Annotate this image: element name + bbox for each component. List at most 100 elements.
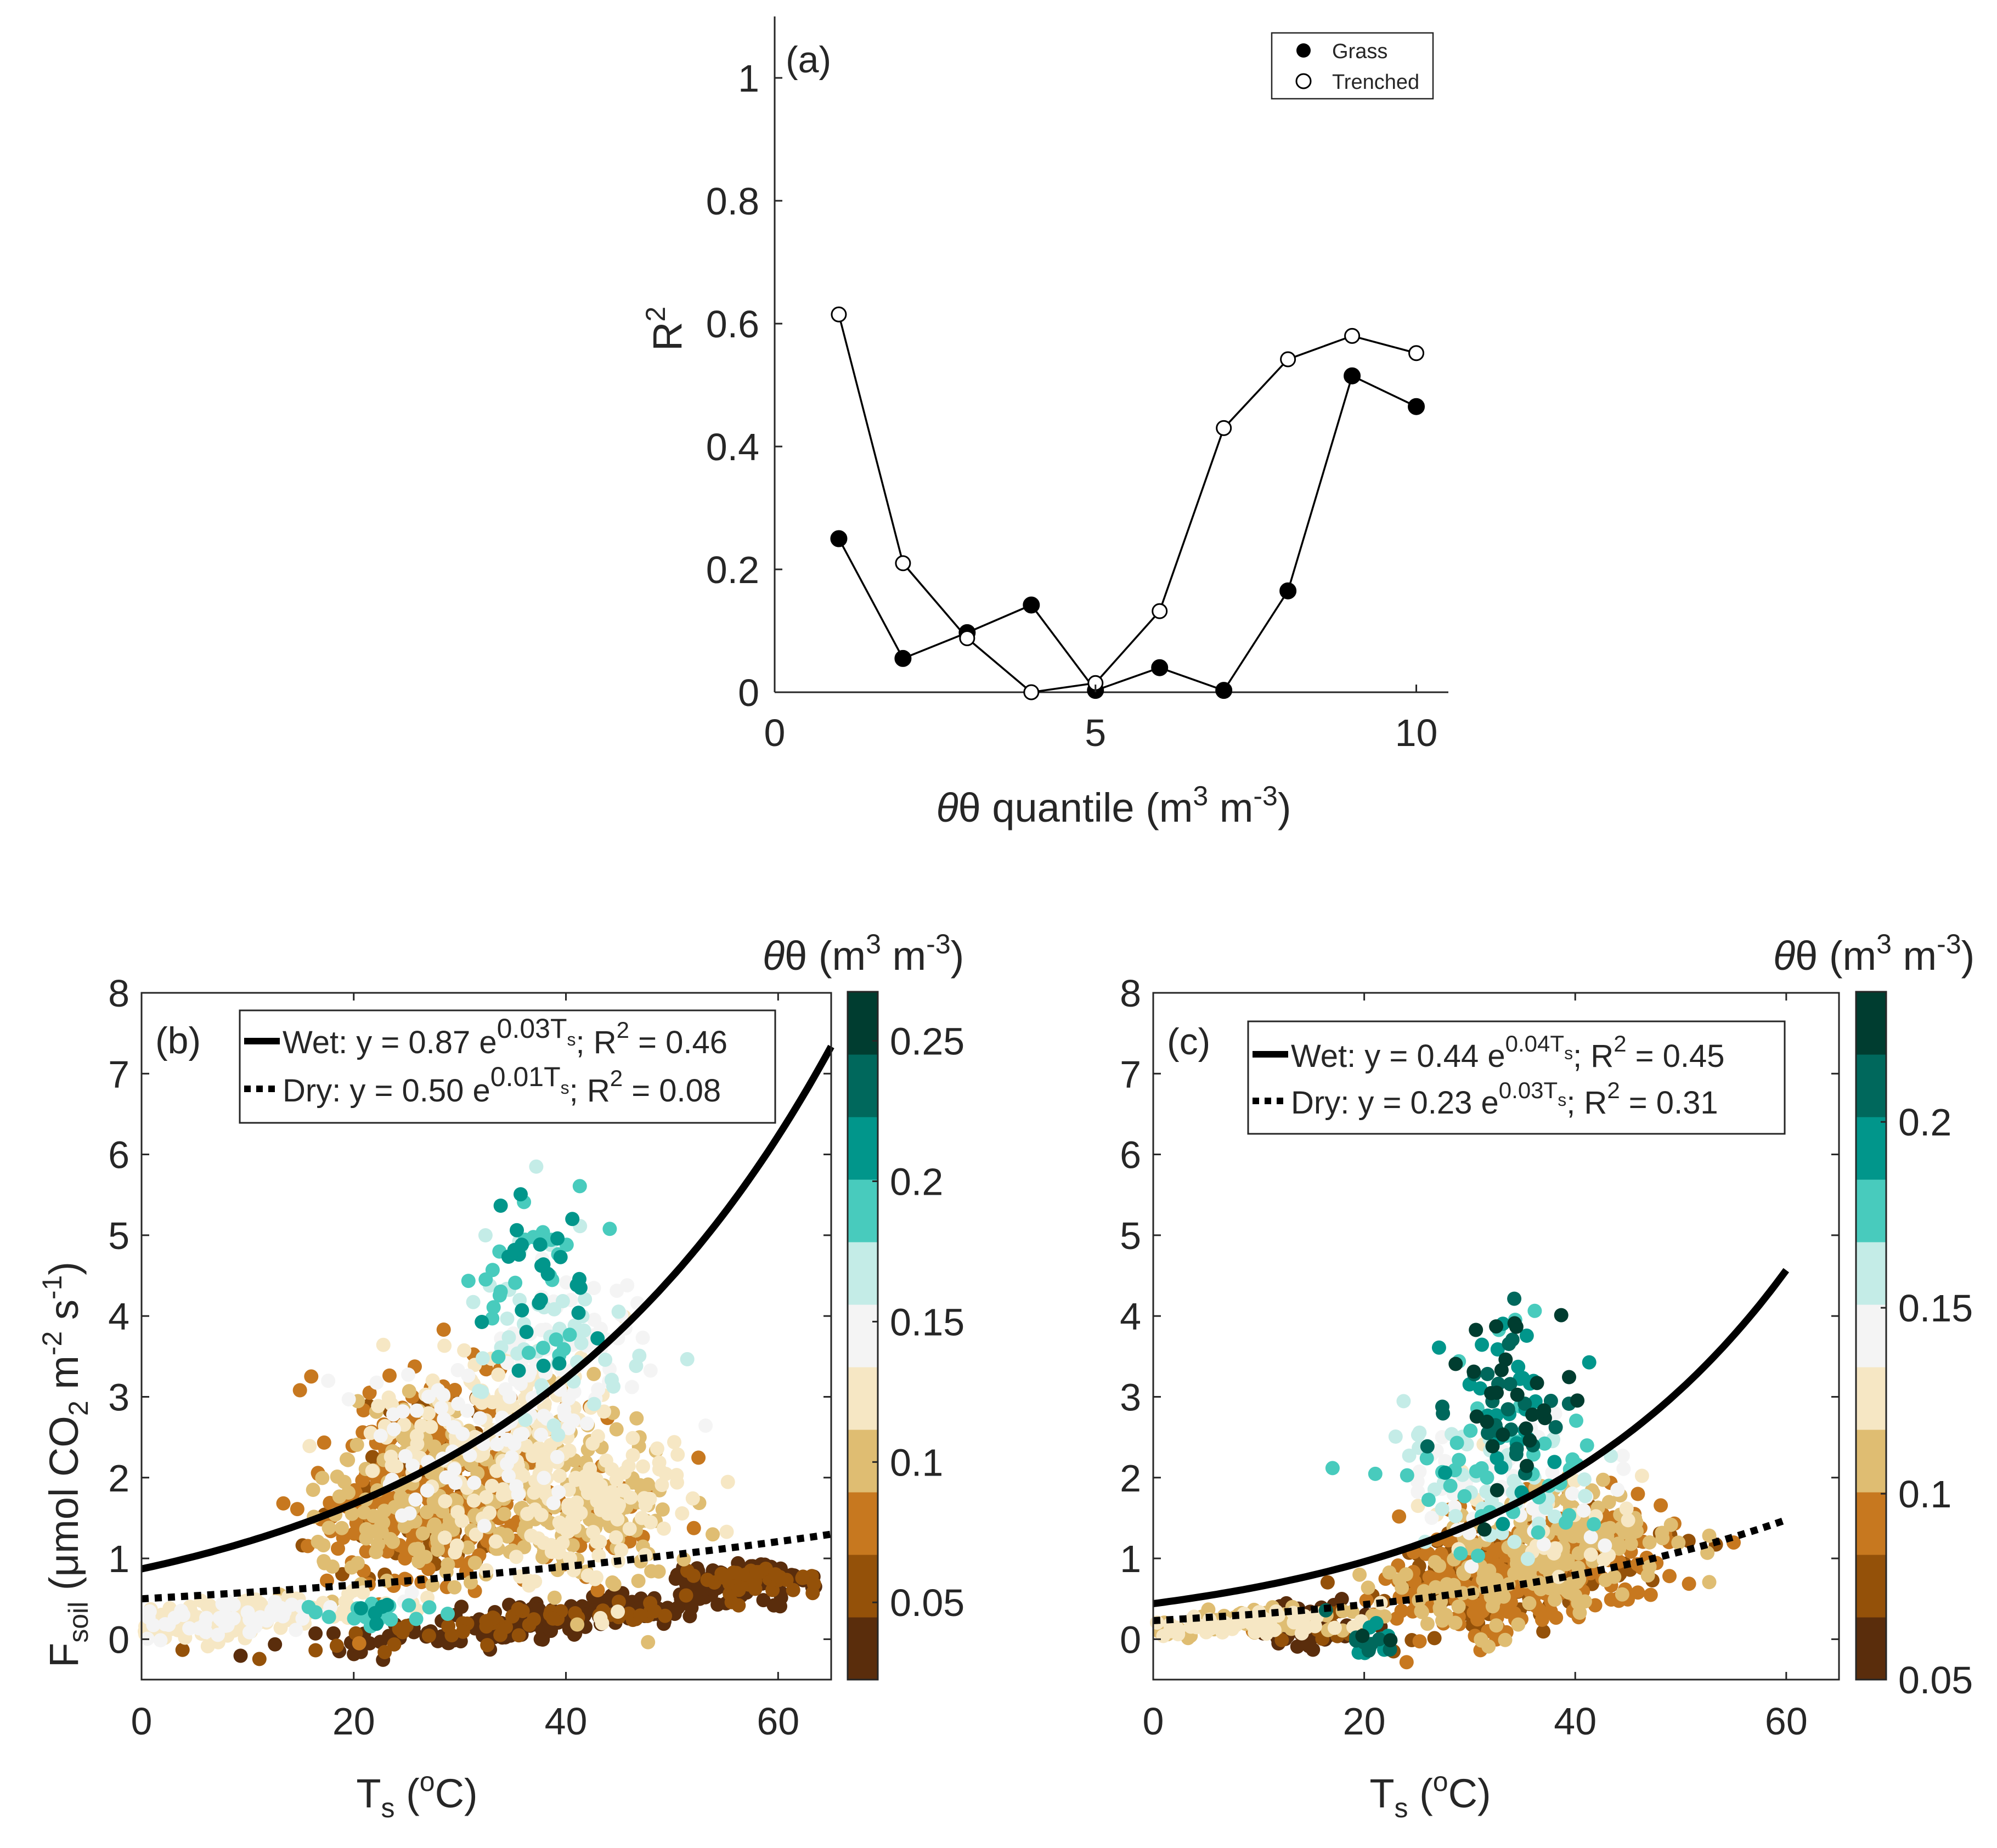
scatter-point	[418, 1550, 433, 1564]
panel-a-xtick-label: 5	[1085, 711, 1106, 754]
scatter-point	[544, 1624, 559, 1638]
scatter-point	[786, 1583, 800, 1597]
scatter-point	[306, 1483, 320, 1497]
panel-c-colorbar-title: θθ (m3 m-3)	[1773, 929, 1975, 979]
scatter-point	[533, 1237, 548, 1252]
panel-c: 0 1 2 3 4 5 6 7 8 0 20 40 60 (c) Ts (oC) Wet: y = 0.…	[1120, 929, 1975, 1823]
scatter-point	[396, 1404, 410, 1419]
scatter-point	[1554, 1308, 1569, 1323]
colorbar-segment	[848, 1054, 878, 1117]
panel-b-ytick-label: 0	[108, 1618, 129, 1661]
scatter-point	[479, 1490, 494, 1505]
scatter-point	[472, 1411, 487, 1426]
scatter-point	[1412, 1425, 1427, 1440]
legend-label-trenched: Trenched	[1332, 71, 1419, 94]
scatter-point	[574, 1336, 589, 1350]
colorbar-segment	[848, 1304, 878, 1367]
scatter-point	[1662, 1569, 1677, 1584]
scatter-point	[643, 1596, 658, 1610]
scatter-point	[629, 1411, 644, 1426]
scatter-point	[806, 1576, 821, 1591]
scatter-point	[583, 1461, 597, 1476]
scatter-point	[1519, 1421, 1533, 1436]
scatter-point	[383, 1531, 398, 1546]
scatter-point	[437, 1530, 452, 1545]
scatter-point	[441, 1619, 456, 1634]
scatter-point	[1507, 1566, 1522, 1581]
scatter-point	[1466, 1364, 1481, 1379]
scatter-point	[1700, 1545, 1715, 1560]
scatter-point	[421, 1389, 436, 1404]
scatter-point	[546, 1611, 561, 1626]
scatter-point	[493, 1199, 508, 1213]
scatter-point	[531, 1531, 546, 1546]
colorbar-tick-label: 0.15	[890, 1301, 964, 1343]
scatter-point	[535, 1341, 550, 1355]
colorbar-frame	[1855, 991, 1887, 1681]
scatter-point	[527, 1612, 541, 1627]
scatter-point	[365, 1463, 380, 1478]
scatter-point	[253, 1610, 268, 1625]
scatter-point	[1537, 1436, 1552, 1451]
panel-a-legend-box	[1271, 32, 1434, 100]
scatter-point	[1475, 1337, 1490, 1352]
scatter-point	[635, 1330, 650, 1345]
scatter-point	[1560, 1584, 1575, 1598]
scatter-point	[534, 1378, 549, 1393]
point-grass	[894, 649, 912, 667]
scatter-point	[467, 1556, 482, 1570]
scatter-point	[669, 1468, 684, 1483]
scatter-point	[335, 1521, 349, 1535]
scatter-point	[1490, 1386, 1504, 1400]
scatter-point	[1352, 1567, 1367, 1582]
scatter-point	[457, 1343, 472, 1358]
scatter-point	[338, 1595, 353, 1609]
scatter-point	[301, 1600, 316, 1614]
scatter-point	[614, 1542, 629, 1557]
scatter-point	[652, 1462, 667, 1477]
scatter-point	[326, 1626, 341, 1641]
scatter-point	[1502, 1337, 1516, 1351]
scatter-point	[1702, 1528, 1717, 1543]
scatter-point	[1671, 1535, 1686, 1550]
scatter-point	[632, 1348, 647, 1363]
scatter-point	[1334, 1592, 1349, 1606]
scatter-point	[1383, 1633, 1398, 1648]
panel-b-axes-box	[140, 992, 832, 1681]
scatter-point	[1398, 1567, 1413, 1582]
scatter-point	[529, 1159, 544, 1174]
scatter-point	[567, 1384, 582, 1399]
series-line-trenched	[838, 314, 1417, 693]
scatter-point	[464, 1575, 478, 1590]
colorbar-segment	[848, 1429, 878, 1493]
scatter-point	[675, 1506, 690, 1521]
scatter-point	[376, 1337, 391, 1352]
scatter-point	[1547, 1455, 1562, 1470]
scatter-point	[1448, 1508, 1463, 1523]
scatter-point	[493, 1627, 508, 1642]
scatter-point	[475, 1395, 489, 1410]
scatter-point	[437, 1338, 452, 1353]
scatter-point	[569, 1278, 584, 1292]
scatter-point	[438, 1494, 453, 1508]
scatter-point	[1612, 1541, 1627, 1556]
scatter-point	[1583, 1530, 1598, 1545]
scatter-point	[551, 1485, 566, 1500]
scatter-point	[598, 1352, 613, 1367]
scatter-point	[434, 1400, 449, 1415]
point-trenched	[1408, 345, 1425, 361]
scatter-point	[568, 1606, 583, 1620]
scatter-point	[446, 1420, 461, 1434]
scatter-point	[500, 1312, 515, 1326]
panel-c-fit-curves	[1153, 1268, 1790, 1624]
colorbar-segment	[848, 1242, 878, 1305]
scatter-point	[1631, 1585, 1645, 1600]
panel-a-legend: Grass Trenched	[1271, 32, 1434, 100]
panel-a-xtick-label: 10	[1395, 711, 1438, 754]
scatter-point	[514, 1187, 528, 1202]
panel-a-ticks: 00.20.40.60.810 5 10	[706, 57, 1438, 754]
scatter-point	[1372, 1632, 1386, 1647]
scatter-point	[1547, 1509, 1562, 1524]
colorbar-segment	[848, 1555, 878, 1618]
panel-a-series	[830, 306, 1425, 700]
